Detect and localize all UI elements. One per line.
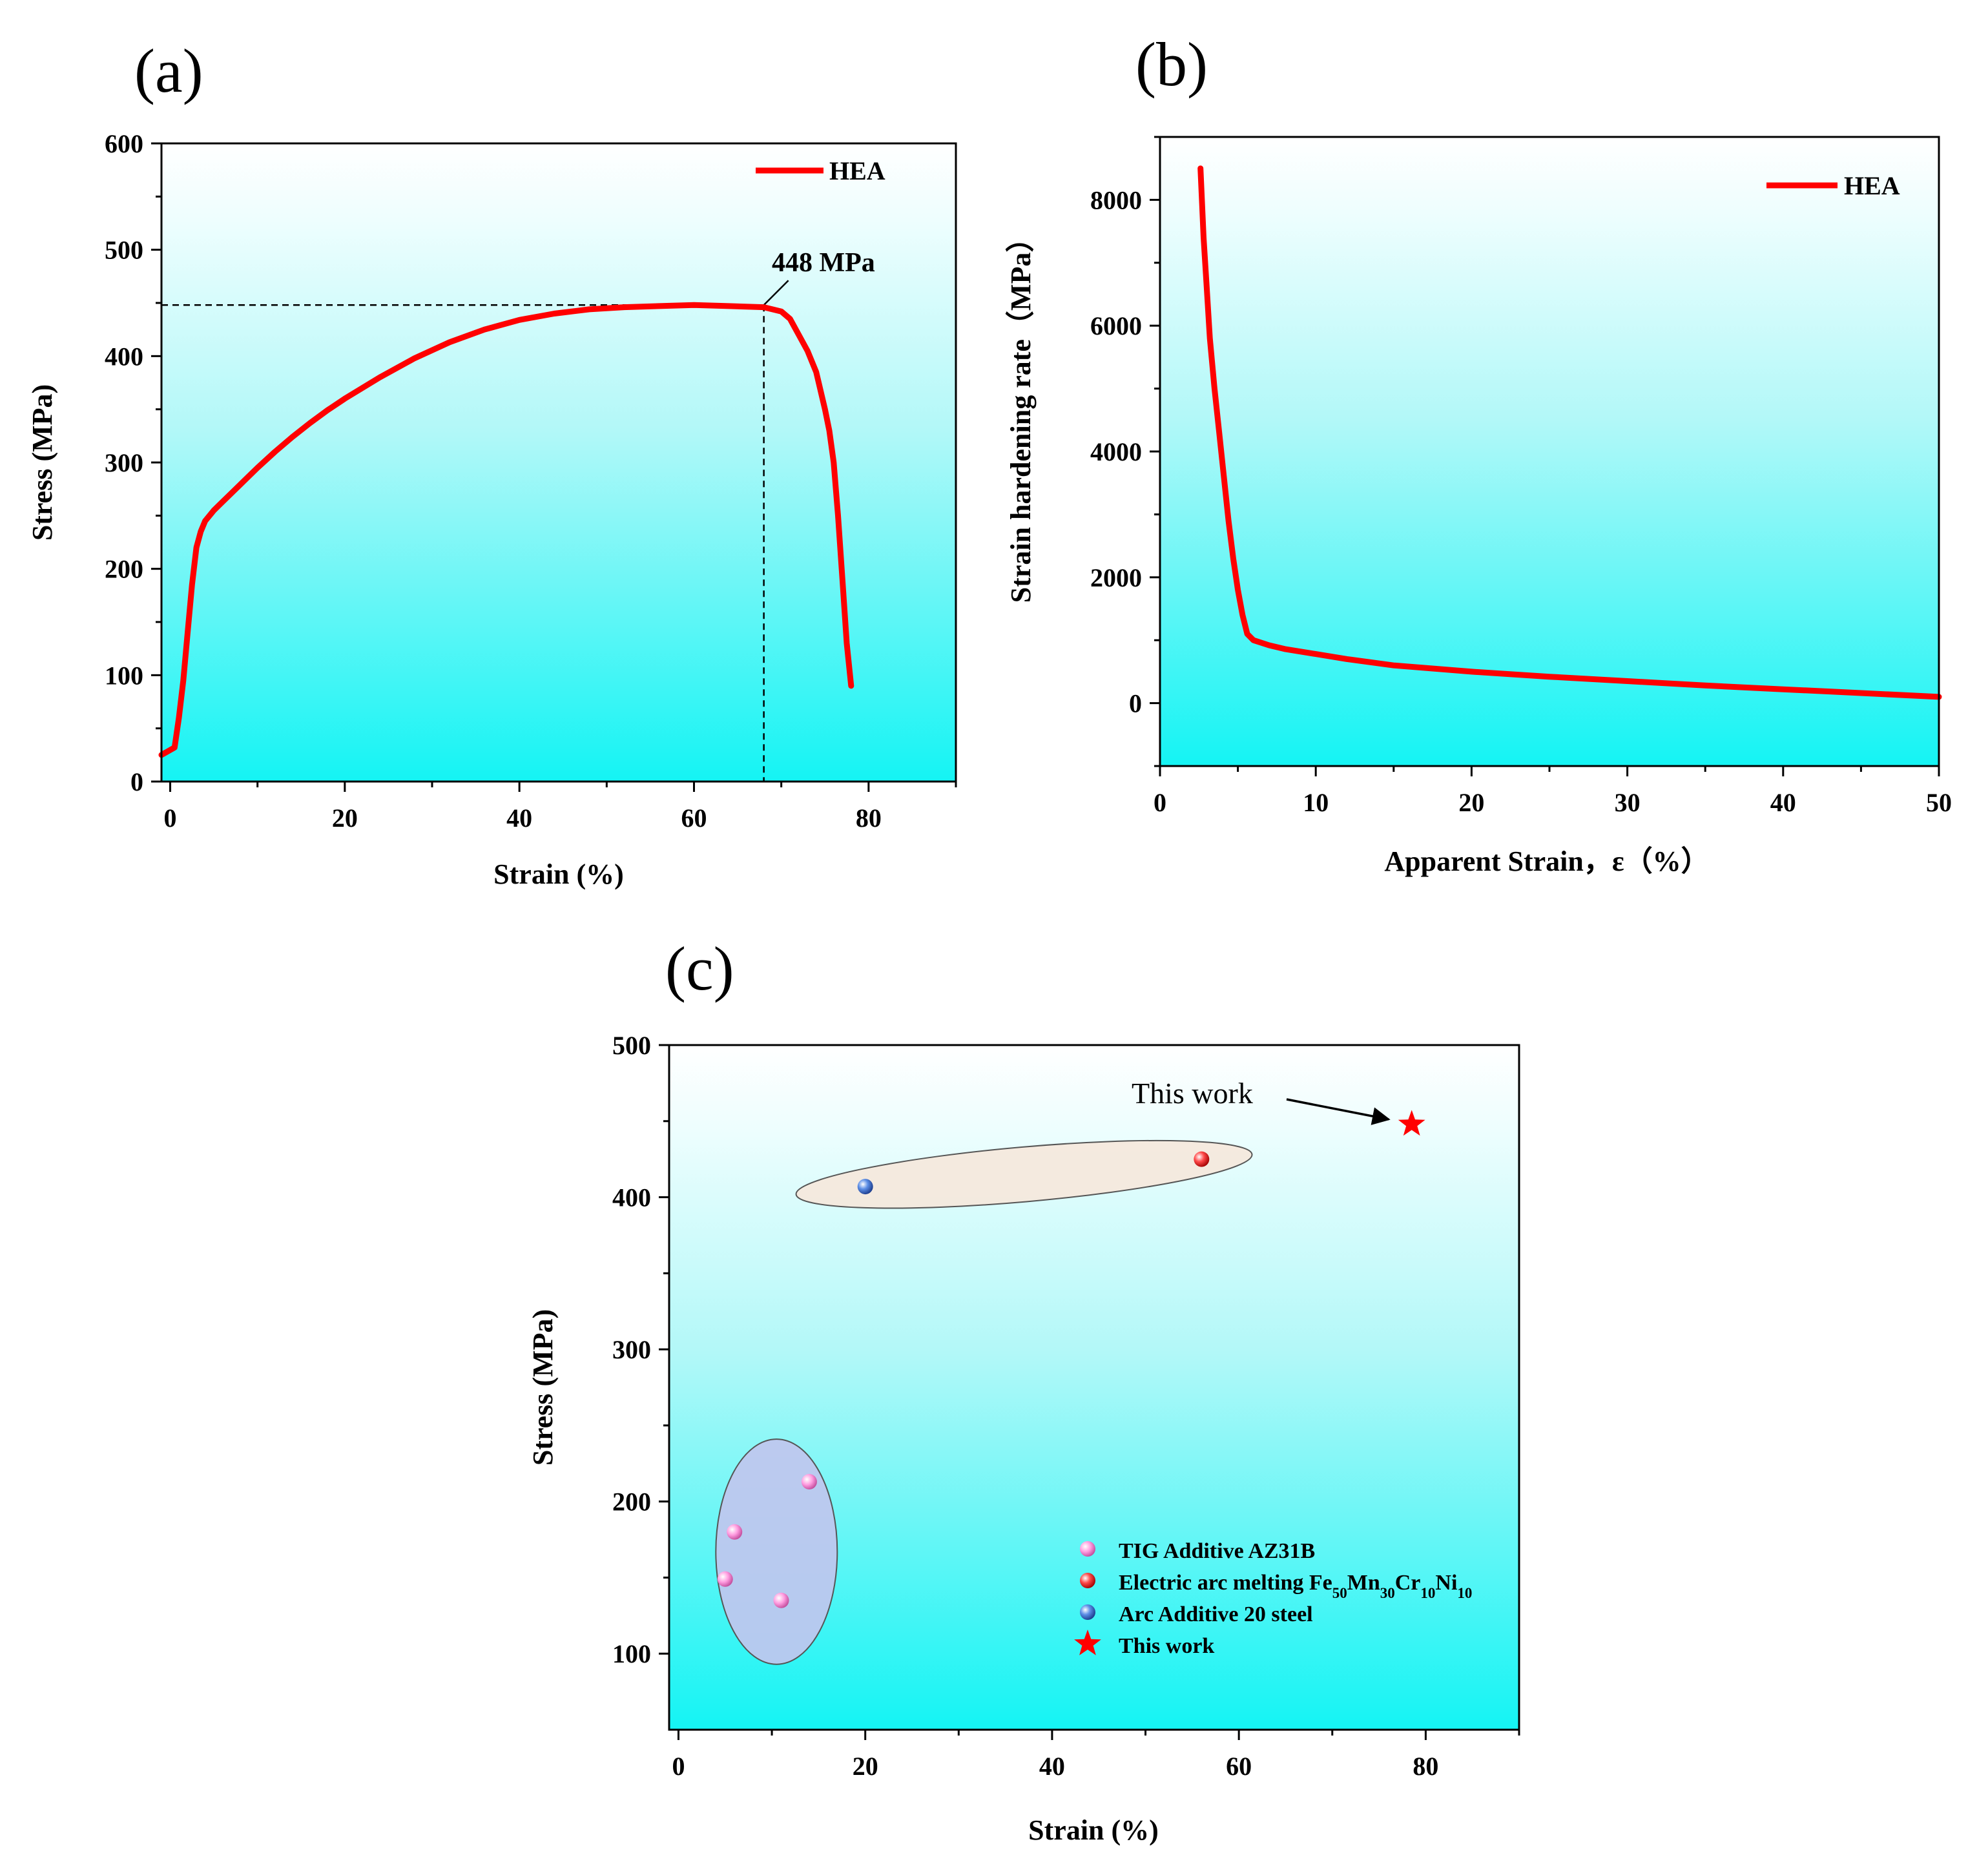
legend-c: TIG Additive AZ31B Electric arc melting F… — [1074, 1539, 1472, 1658]
y-tick-label-a: 500 — [105, 236, 143, 265]
legend-label-3: This work — [1119, 1634, 1214, 1658]
peak-annotation-leader — [763, 280, 789, 306]
series-line-hea-hardening — [1197, 165, 1942, 700]
x-axis-title-b: Apparent Strain，ε（%） — [1384, 845, 1709, 877]
y-tick-label-a: 200 — [105, 555, 143, 584]
scatter-point-series-0 — [773, 1592, 789, 1608]
y-axis-title-a: Stress (MPa) — [26, 384, 58, 541]
scatter-points — [717, 1110, 1425, 1608]
y-tick-label-a: 400 — [105, 342, 143, 371]
y-tick-label-c: 100 — [612, 1639, 651, 1668]
axis-ticks-b: 0 10 20 30 40 50 0 2000 4000 6000 8000 — [1090, 136, 1952, 817]
y-tick-label-c: 300 — [612, 1335, 651, 1364]
x-tick-label-a: 80 — [856, 803, 882, 833]
legend-marker-1 — [1080, 1573, 1095, 1588]
y-axis-title-c: Stress (MPa) — [527, 1309, 559, 1466]
peak-annotation: 448 MPa — [772, 248, 875, 278]
y-tick-label-c: 200 — [612, 1488, 651, 1517]
x-tick-label-c: 60 — [1226, 1752, 1252, 1781]
scatter-point-this-work — [1398, 1110, 1425, 1136]
x-axis-title-a: Strain (%) — [493, 858, 624, 890]
x-tick-label-c: 20 — [853, 1752, 878, 1781]
group-ellipse-1 — [715, 1438, 838, 1665]
group-ellipse-0 — [795, 1139, 1253, 1209]
group-ellipses — [715, 1139, 1253, 1665]
y-tick-label-a: 600 — [105, 129, 143, 158]
this-work-arrow — [1286, 1098, 1391, 1125]
x-tick-label-a: 20 — [332, 803, 358, 833]
panel-b-label: (b) — [1135, 30, 1208, 99]
y-tick-label-b: 8000 — [1090, 185, 1142, 214]
x-tick-label-b: 40 — [1770, 788, 1796, 817]
x-tick-label-a: 60 — [681, 803, 707, 833]
scatter-point-series-1 — [1194, 1151, 1210, 1167]
plot-frame-a — [160, 142, 957, 783]
y-tick-label-a: 0 — [130, 767, 143, 796]
y-tick-label-b: 6000 — [1090, 311, 1142, 340]
plot-area-b — [1160, 137, 1939, 766]
x-tick-label-b: 30 — [1615, 788, 1641, 817]
x-axis-title-c: Strain (%) — [1028, 1814, 1159, 1846]
legend-label-1: Electric arc melting Fe50Mn30Cr10Ni10 — [1119, 1571, 1472, 1601]
x-tick-label-b: 20 — [1458, 788, 1484, 817]
y-tick-label-c: 500 — [612, 1031, 651, 1060]
x-tick-label-b: 50 — [1926, 788, 1952, 817]
legend-label-0: TIG Additive AZ31B — [1119, 1539, 1315, 1563]
legend-label-hea-b: HEA — [1844, 171, 1900, 200]
y-tick-label-b: 0 — [1129, 689, 1142, 718]
legend-marker-3 — [1074, 1630, 1101, 1655]
x-tick-label-b: 10 — [1303, 788, 1329, 817]
x-tick-label-c: 0 — [672, 1752, 685, 1781]
plot-area-a — [161, 143, 956, 782]
this-work-annotation: This work — [1132, 1077, 1253, 1110]
x-tick-label-a: 40 — [506, 803, 532, 833]
scatter-point-series-2 — [857, 1179, 873, 1195]
legend-label-2: Arc Additive 20 steel — [1119, 1602, 1313, 1626]
y-tick-label-a: 100 — [105, 661, 143, 690]
legend-marker-0 — [1080, 1541, 1095, 1557]
y-axis-title-b: Strain hardening rate（MPa） — [1005, 224, 1037, 603]
x-tick-label-c: 40 — [1039, 1752, 1065, 1781]
scatter-point-series-0 — [801, 1474, 817, 1490]
x-tick-label-a: 0 — [164, 803, 177, 833]
plot-frame-c — [668, 1044, 1520, 1731]
series-line-hea-stress — [158, 302, 854, 758]
scatter-point-series-0 — [717, 1571, 733, 1587]
legend-label-hea-a: HEA — [829, 156, 885, 185]
y-tick-label-c: 400 — [612, 1183, 651, 1212]
axis-ticks-c: 0 20 40 60 80 100 200 300 400 500 — [612, 1031, 1520, 1781]
scatter-point-series-0 — [727, 1524, 743, 1540]
panel-c-label: (c) — [665, 934, 734, 1003]
panel-c: (c) 0 20 40 60 80 100 200 300 400 500 This work T… — [527, 934, 1520, 1846]
panel-b: (b) 0 10 20 30 40 50 0 2000 4000 6000 8000 HEA App… — [1005, 30, 1952, 877]
panel-a: (a) 0 20 40 60 80 0 100 200 300 400 500 600 448 MPa… — [26, 36, 957, 890]
legend-marker-2 — [1080, 1604, 1095, 1620]
x-tick-label-b: 0 — [1154, 788, 1166, 817]
plot-frame-b — [1159, 136, 1940, 767]
y-tick-label-b: 4000 — [1090, 437, 1142, 466]
y-tick-label-a: 300 — [105, 448, 143, 477]
panel-a-label: (a) — [134, 36, 203, 105]
x-tick-label-c: 80 — [1413, 1752, 1438, 1781]
y-tick-label-b: 2000 — [1090, 563, 1142, 592]
